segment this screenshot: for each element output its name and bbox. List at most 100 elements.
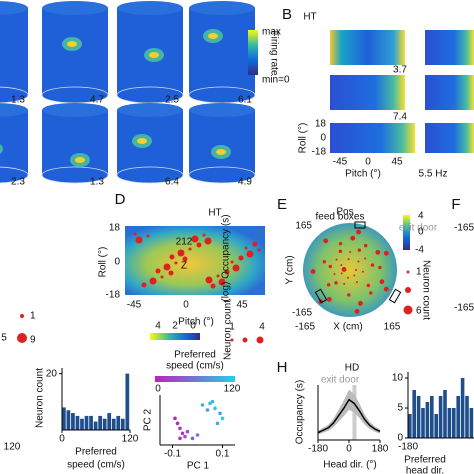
label: Preferred (75, 447, 117, 458)
label: Firing rate (268, 30, 279, 75)
label: Head dir. (°) (323, 460, 376, 471)
label: 165 (384, 322, 401, 333)
label: 4 (155, 321, 161, 332)
cylinder-base (116, 166, 184, 184)
point (205, 408, 210, 412)
bar (469, 408, 474, 438)
label: 3.7 (393, 65, 407, 76)
bar (456, 396, 460, 438)
cylinder-base (0, 166, 29, 184)
dot (364, 243, 368, 248)
cylinder-base (41, 166, 109, 184)
label: 120 (4, 442, 21, 453)
label: 5.5 Hz (419, 169, 448, 180)
dot (182, 256, 188, 262)
label: 1.3 (90, 177, 104, 188)
bar (430, 396, 434, 438)
dot (349, 251, 352, 254)
dot (177, 249, 185, 257)
bar (421, 408, 425, 438)
label: -165 (454, 303, 474, 314)
dot (204, 237, 212, 245)
label: -165 (292, 308, 312, 319)
x-tick-label: -180 (398, 442, 418, 453)
hotspot (137, 138, 147, 144)
cylinder-top (117, 1, 183, 15)
point (210, 399, 215, 404)
label: Z (181, 261, 187, 272)
dot (379, 279, 385, 285)
label: 2.5 (165, 95, 179, 106)
label: 4 (418, 211, 424, 222)
dot (133, 232, 137, 236)
label: Neuron count (35, 368, 46, 428)
label: HT (303, 12, 316, 23)
x-tick-label: 180 (372, 444, 389, 455)
bar (465, 396, 469, 438)
size-key (230, 338, 234, 342)
size-key (17, 333, 27, 343)
bar (434, 414, 438, 438)
bar (125, 373, 130, 430)
label: exit door (399, 223, 438, 234)
bar (460, 378, 465, 438)
feed-box (354, 221, 366, 229)
x-tick-label: 0 (59, 434, 65, 445)
dot (355, 269, 357, 271)
label: -45 (127, 300, 142, 311)
dot (383, 286, 389, 292)
label: 6.1 (238, 95, 252, 106)
dot (357, 248, 362, 252)
dot (361, 270, 364, 273)
cylinder-top (42, 103, 108, 117)
dot (340, 272, 343, 275)
label: head dir. (406, 466, 444, 474)
heatmap (330, 123, 415, 153)
x-tick-label: 0 (346, 444, 352, 455)
cylinder-body (189, 110, 255, 175)
dot (369, 291, 373, 295)
dot (146, 234, 150, 238)
point (213, 406, 217, 411)
label: 45 (391, 157, 403, 168)
label: feed boxes (316, 212, 365, 223)
bar (107, 413, 112, 430)
label: 2 (172, 321, 178, 332)
bar (111, 418, 116, 430)
cylinder-base (0, 86, 29, 104)
label: exit door (321, 375, 360, 386)
dot (205, 276, 213, 284)
bar (116, 415, 121, 430)
label: -165 (454, 223, 474, 234)
dot (328, 264, 333, 269)
dot (356, 229, 361, 235)
size-key (405, 287, 411, 293)
dot (370, 263, 375, 267)
label: 6.4 (165, 177, 179, 188)
bar (62, 407, 66, 430)
dot (210, 283, 216, 289)
label: HD (345, 363, 359, 374)
arena (303, 223, 397, 317)
dot (357, 260, 360, 263)
bar (408, 414, 412, 438)
cylinder-body (0, 110, 28, 175)
dot (347, 293, 351, 297)
dot (350, 235, 356, 241)
y-tick-label: 20 (46, 368, 58, 379)
cylinder-body (0, 8, 28, 95)
dot (191, 235, 199, 243)
label: Neuron count (420, 260, 431, 320)
hotspot (216, 149, 226, 155)
label: 1 (229, 322, 235, 333)
bar (80, 418, 84, 430)
bar (120, 418, 125, 430)
bar (412, 390, 416, 438)
size-key (403, 305, 413, 315)
label: Preferred (174, 350, 216, 361)
cylinder-top (0, 103, 28, 117)
dot (354, 309, 360, 314)
cylinder-top (0, 1, 28, 15)
label: 5 (1, 333, 7, 344)
dot (364, 257, 367, 260)
